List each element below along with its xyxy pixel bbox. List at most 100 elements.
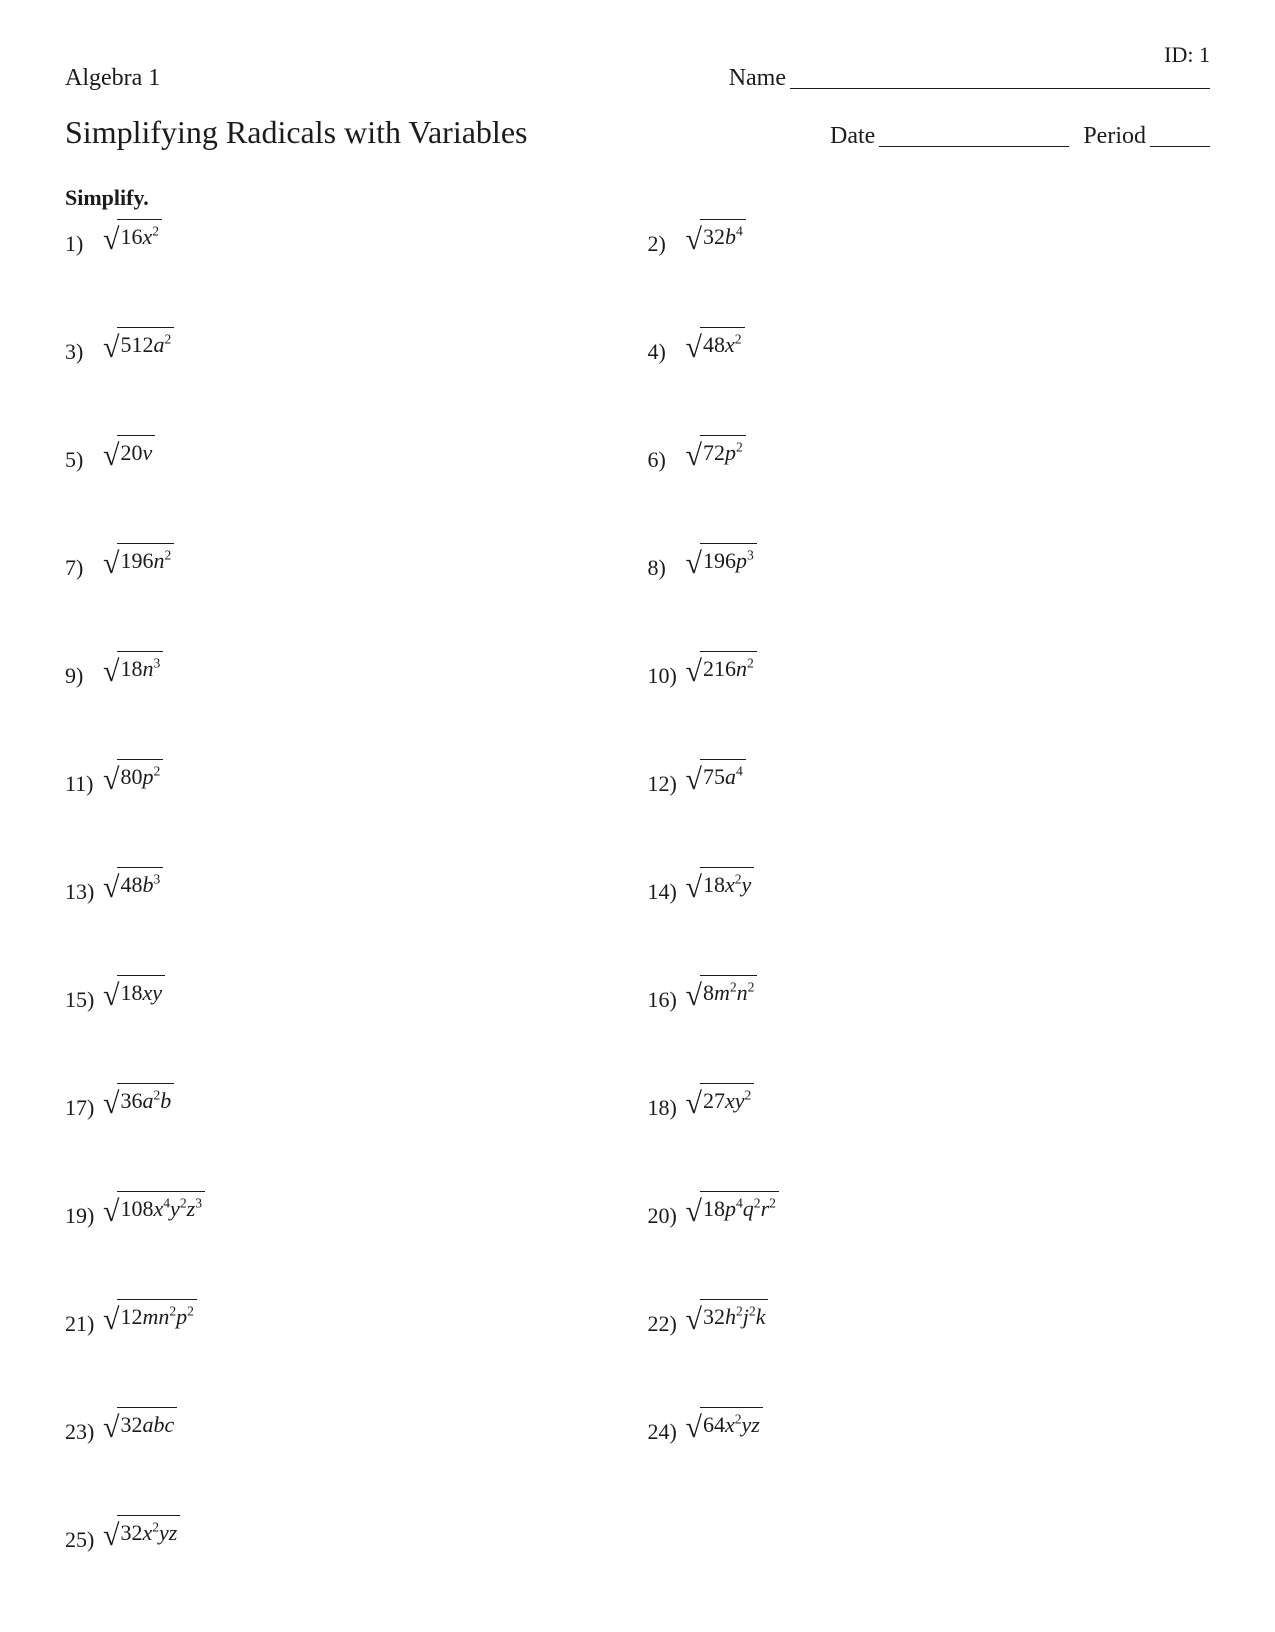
period-label: Period	[1083, 123, 1146, 150]
radicand: 27xy2	[700, 1083, 754, 1114]
problem-number: 25)	[65, 1515, 103, 1551]
instruction: Simplify.	[65, 185, 1210, 211]
radical-sign-icon: √	[103, 1089, 119, 1120]
name-label: Name	[729, 65, 786, 92]
radical-sign-icon: √	[686, 1305, 702, 1336]
radical-sign-icon: √	[686, 333, 702, 364]
problem-number: 7)	[65, 543, 103, 579]
worksheet-title: Simplifying Radicals with Variables	[65, 114, 527, 151]
problem: 13)√48b3	[65, 867, 628, 903]
radical-expression: √216n2	[686, 651, 757, 682]
radical-sign-icon: √	[103, 1197, 119, 1228]
radical-expression: √108x4y2z3	[103, 1191, 205, 1222]
problem-number: 18)	[648, 1083, 686, 1119]
radical-expression: √196p3	[686, 543, 757, 574]
problem: 10)√216n2	[648, 651, 1211, 687]
problem-number: 17)	[65, 1083, 103, 1119]
problem-number: 22)	[648, 1299, 686, 1335]
radicand: 72p2	[700, 435, 746, 466]
problem-number: 19)	[65, 1191, 103, 1227]
radical-expression: √512a2	[103, 327, 174, 358]
problem: 7)√196n2	[65, 543, 628, 579]
radicand: 18n3	[117, 651, 163, 682]
problem-number: 20)	[648, 1191, 686, 1227]
header-row-2: Simplifying Radicals with Variables Date…	[65, 114, 1210, 151]
radical-sign-icon: √	[103, 1521, 119, 1552]
radicand: 32abc	[117, 1407, 177, 1438]
problem-number: 9)	[65, 651, 103, 687]
radical-expression: √20v	[103, 435, 155, 466]
name-field: Name	[729, 60, 1210, 92]
problem-number: 6)	[648, 435, 686, 471]
radicand: 36a2b	[117, 1083, 174, 1114]
radicand: 18xy	[117, 975, 165, 1006]
course-name: Algebra 1	[65, 65, 160, 92]
problem: 16)√8m2n2	[648, 975, 1211, 1011]
radical-expression: √18n3	[103, 651, 163, 682]
problem: 5)√20v	[65, 435, 628, 471]
radical-sign-icon: √	[103, 1413, 119, 1444]
radical-sign-icon: √	[686, 657, 702, 688]
worksheet-page: ID: 1 Algebra 1 Name Simplifying Radical…	[0, 0, 1275, 1632]
problem: 18)√27xy2	[648, 1083, 1211, 1119]
problem: 17)√36a2b	[65, 1083, 628, 1119]
radicand: 20v	[117, 435, 155, 466]
radicand: 196p3	[700, 543, 757, 574]
radical-sign-icon: √	[686, 1413, 702, 1444]
radical-sign-icon: √	[103, 657, 119, 688]
problem: 4)√48x2	[648, 327, 1211, 363]
problem-number: 11)	[65, 759, 103, 795]
problem: 2)√32b4	[648, 219, 1211, 255]
date-underline[interactable]	[879, 122, 1069, 147]
problem: 11)√80p2	[65, 759, 628, 795]
radical-expression: √80p2	[103, 759, 163, 790]
radical-sign-icon: √	[686, 441, 702, 472]
period-underline[interactable]	[1150, 122, 1210, 147]
problem: 12)√75a4	[648, 759, 1211, 795]
problem-number: 21)	[65, 1299, 103, 1335]
date-label: Date	[830, 123, 875, 150]
radical-expression: √27xy2	[686, 1083, 755, 1114]
problem-number: 23)	[65, 1407, 103, 1443]
radicand: 32b4	[700, 219, 746, 250]
problem: 8)√196p3	[648, 543, 1211, 579]
radicand: 48b3	[117, 867, 163, 898]
problem: 21)√12mn2p2	[65, 1299, 628, 1335]
radical-sign-icon: √	[686, 549, 702, 580]
radical-sign-icon: √	[686, 981, 702, 1012]
problem-number: 3)	[65, 327, 103, 363]
radicand: 48x2	[700, 327, 745, 358]
problem-number: 8)	[648, 543, 686, 579]
problem: 6)√72p2	[648, 435, 1211, 471]
radical-expression: √32b4	[686, 219, 746, 250]
date-period-fields: Date Period	[830, 118, 1210, 150]
radical-sign-icon: √	[686, 1197, 702, 1228]
problem: 20)√18p4q2r2	[648, 1191, 1211, 1227]
radicand: 18p4q2r2	[700, 1191, 779, 1222]
problem: 22)√32h2j2k	[648, 1299, 1211, 1335]
problem-number: 10)	[648, 651, 686, 687]
radical-expression: √48x2	[686, 327, 745, 358]
radicand: 8m2n2	[700, 975, 758, 1006]
radical-expression: √48b3	[103, 867, 163, 898]
problem-number: 2)	[648, 219, 686, 255]
problem-number: 16)	[648, 975, 686, 1011]
problem: 3)√512a2	[65, 327, 628, 363]
problem-number: 14)	[648, 867, 686, 903]
problem: 14)√18x2y	[648, 867, 1211, 903]
problem-number: 5)	[65, 435, 103, 471]
radicand: 216n2	[700, 651, 757, 682]
problem-number: 13)	[65, 867, 103, 903]
radical-expression: √32x2yz	[103, 1515, 180, 1546]
radicand: 32h2j2k	[700, 1299, 769, 1330]
problem: 24)√64x2yz	[648, 1407, 1211, 1443]
problem: 1)√16x2	[65, 219, 628, 255]
radical-sign-icon: √	[686, 765, 702, 796]
radical-sign-icon: √	[103, 333, 119, 364]
radical-sign-icon: √	[103, 981, 119, 1012]
name-underline[interactable]	[790, 64, 1210, 89]
radical-sign-icon: √	[686, 225, 702, 256]
radicand: 80p2	[117, 759, 163, 790]
problem-number: 12)	[648, 759, 686, 795]
radicand: 75a4	[700, 759, 746, 790]
